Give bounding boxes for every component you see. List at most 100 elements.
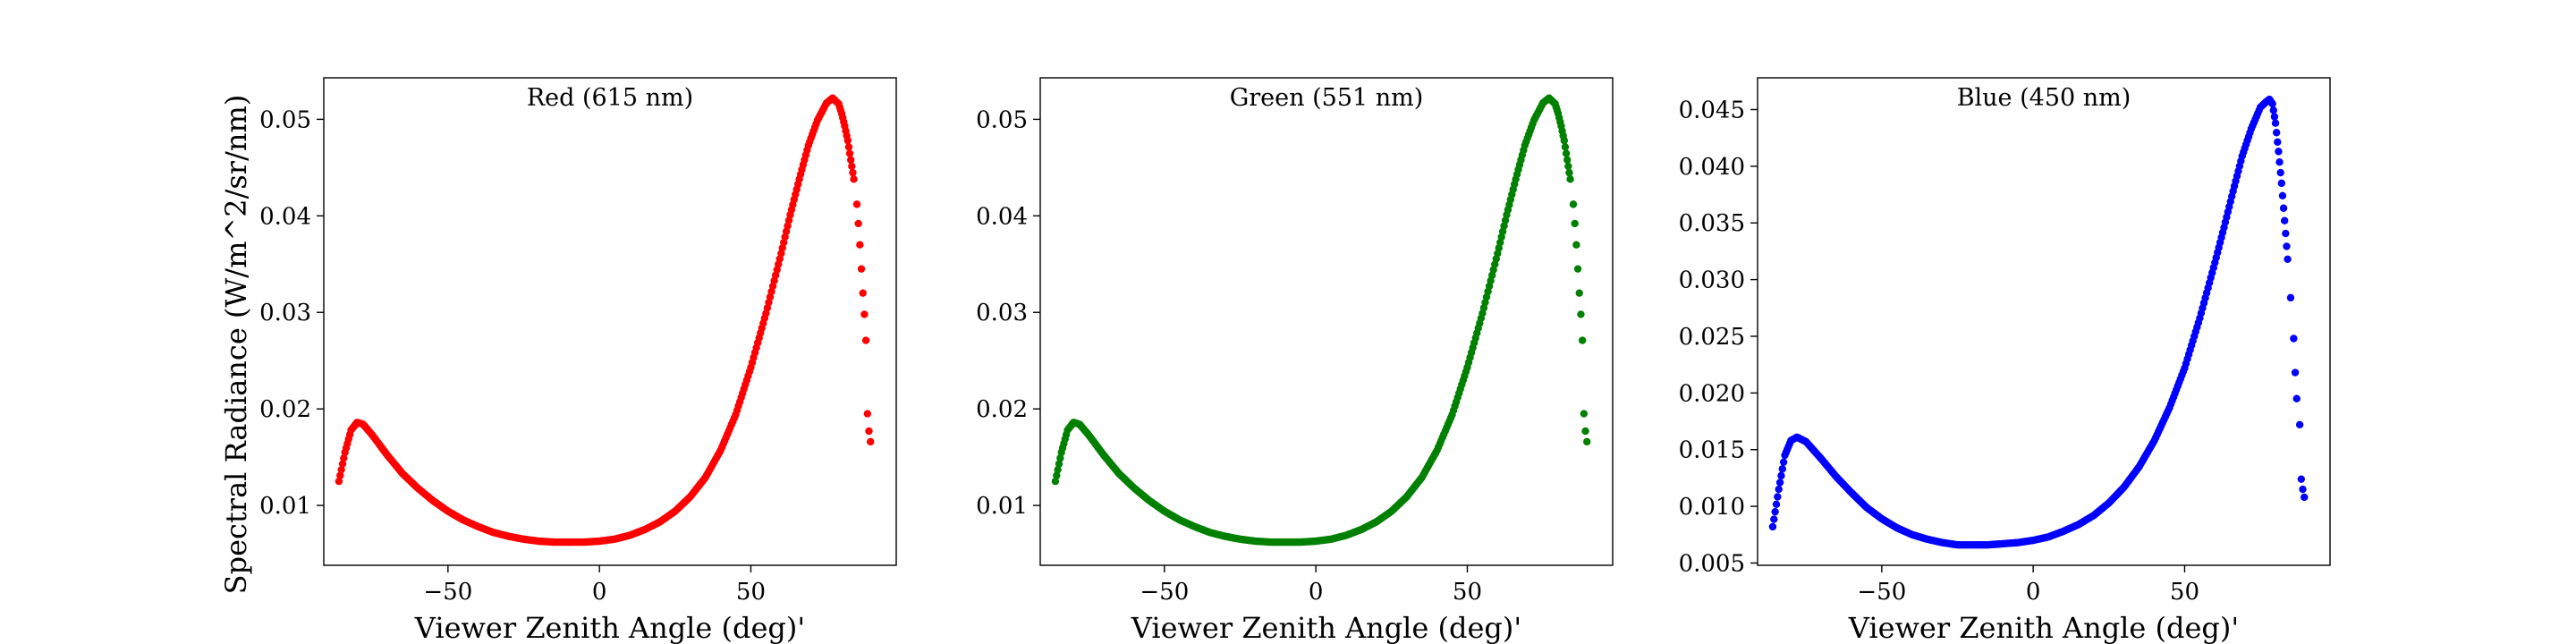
panel-blue-data-point-interp (1772, 500, 1781, 509)
panel-blue-data-point-interp (2274, 138, 2282, 147)
panel-red-data-point (860, 310, 869, 318)
panel-green-data-point (1573, 265, 1582, 273)
panel-green-y-tick-label: 0.03 (976, 300, 1028, 326)
panel-blue-data-point-interp (1775, 479, 1784, 487)
panel-green-data-point (1578, 336, 1587, 344)
panel-green-data-point (1569, 200, 1578, 208)
panel-red-data-point (847, 156, 855, 164)
panel-green-y-tick-label: 0.04 (976, 203, 1028, 230)
panel-red-data-point-interp (336, 471, 344, 479)
panel-red-data-point (857, 265, 866, 273)
panel-green-data-point (1580, 410, 1589, 418)
panel-green-data-point-interp (1055, 460, 1063, 468)
panel-green-data-point (1583, 437, 1591, 446)
panel-blue-data-point (2290, 335, 2298, 343)
panel-blue-data-point-interp (1770, 515, 1778, 523)
panel-blue-points (1768, 95, 2309, 549)
panel-red-data-point-interp (337, 465, 345, 474)
panel-red-y-tick-label: 0.04 (259, 203, 311, 230)
panel-blue-data-point (2268, 99, 2276, 108)
panel-blue-data-point-interp (2272, 129, 2281, 137)
panel-blue-y-tick-label: 0.030 (1679, 267, 1745, 294)
panel-red-data-point (850, 175, 858, 183)
panel-red-data-point-interp (340, 454, 348, 462)
panel-green-data-point (1581, 427, 1589, 436)
panel-blue-data-point-interp (1779, 458, 1788, 466)
panel-green-data-point-interp (1056, 454, 1064, 462)
panel-green-y-tick-label: 0.05 (976, 106, 1028, 133)
panel-blue-data-point (2297, 475, 2306, 483)
panel-green-x-tick-label: 0 (1309, 579, 1324, 606)
panel-green-yticks: 0.01 0.02 0.03 0.04 0.05 (976, 106, 1040, 520)
panel-red-data-point (335, 477, 343, 486)
panel-green-data-point (1560, 136, 1569, 145)
panel-green-x-tick-label: 50 (1453, 579, 1482, 606)
panel-red-data-point (852, 200, 861, 208)
panel-blue-data-point-interp (2278, 191, 2287, 200)
panel-blue-data-point-interp (1777, 471, 1785, 480)
panel-blue-data-point (2292, 394, 2301, 402)
panel-blue-data-point-interp (2270, 113, 2279, 121)
panel-blue-data-point-interp (2276, 168, 2284, 177)
panel-blue: Blue (450 nm) −50 0 50 0.005 0.010 0.015 0.02… (1679, 77, 2331, 644)
panel-red-data-point-interp (338, 460, 347, 468)
panel-red-xticks: −50 0 50 (423, 565, 766, 606)
panel-blue-yticks: 0.005 0.010 0.015 0.020 0.025 0.030 0.035 0.040… (1679, 97, 1758, 577)
panel-blue-data-point (2281, 216, 2289, 225)
panel-blue-title: Blue (450 nm) (1957, 84, 2131, 112)
panel-green-frame (1039, 77, 1614, 566)
panel-green-title: Green (551 nm) (1230, 84, 1424, 112)
panel-red-data-point (856, 241, 864, 249)
panel-blue-data-point (2277, 179, 2286, 188)
panel-blue-data-point (2275, 148, 2283, 156)
panel-red-frame (323, 77, 897, 566)
panel-blue-data-point (2295, 420, 2304, 429)
panel-red-data-point (861, 336, 870, 344)
panel-blue-x-tick-label: 50 (2170, 579, 2199, 606)
panel-blue-y-tick-label: 0.015 (1679, 437, 1745, 464)
panel-blue-y-tick-label: 0.020 (1679, 380, 1745, 407)
panel-red-x-tick-label: −50 (423, 579, 472, 606)
panel-blue-x-tick-label: −50 (1857, 579, 1906, 606)
panel-blue-data-point-interp (2269, 106, 2277, 114)
panel-red: Red (615 nm) −50 0 50 0.01 0.02 0.03 0.04 0.05… (259, 77, 897, 644)
panel-green-xticks: −50 0 50 (1140, 565, 1482, 606)
panel-blue-y-tick-label: 0.040 (1679, 154, 1745, 181)
panel-blue-data-point (2291, 369, 2300, 377)
panel-red-y-tick-label: 0.02 (259, 396, 311, 423)
panel-blue-data-point-interp (2279, 204, 2288, 212)
panel-red-y-tick-label: 0.05 (259, 106, 311, 133)
panel-green-data-point-interp (1564, 162, 1572, 171)
panel-red-x-tick-label: 50 (736, 579, 766, 606)
panel-green-y-tick-label: 0.02 (976, 396, 1028, 423)
panel-green-data-point (1575, 289, 1583, 297)
y-axis-label: Spectral Radiance (W/m^2/sr/nm) (219, 95, 253, 595)
panel-green-data-point (1577, 310, 1585, 318)
panel-red-y-tick-label: 0.03 (259, 300, 311, 326)
panel-blue-frame (1757, 77, 2331, 566)
panel-green-data-point-interp (1054, 465, 1062, 474)
panel-blue-data-point (1768, 522, 1777, 531)
panel-blue-data-point-interp (1774, 493, 1782, 501)
panel-red-data-point-interp (844, 143, 853, 151)
panel-green-data-point (1572, 241, 1580, 249)
panel-green-data-point-interp (1562, 149, 1571, 157)
panel-blue-x-tick-label: 0 (2026, 579, 2041, 606)
panel-red-data-point (854, 219, 862, 228)
panel-blue-data-point-interp (1778, 465, 1786, 473)
panel-blue-data-point-interp (1771, 507, 1779, 516)
panel-red-data-point (867, 437, 875, 446)
panel-green-x-axis-label: Viewer Zenith Angle (deg)' (1131, 611, 1521, 644)
panel-green-data-point (1563, 156, 1572, 164)
panel-green-data-point-interp (1561, 143, 1570, 151)
panel-red-yticks: 0.01 0.02 0.03 0.04 0.05 (259, 106, 324, 520)
panel-green-x-tick-label: −50 (1140, 579, 1189, 606)
panel-blue-data-point (2301, 493, 2309, 502)
panel-red-data-point (843, 136, 852, 145)
panel-blue-data-point-interp (2282, 229, 2290, 238)
panel-red-data-point-interp (848, 162, 856, 171)
panel-red-data-point (863, 410, 872, 418)
panel-blue-y-tick-label: 0.025 (1679, 324, 1745, 351)
